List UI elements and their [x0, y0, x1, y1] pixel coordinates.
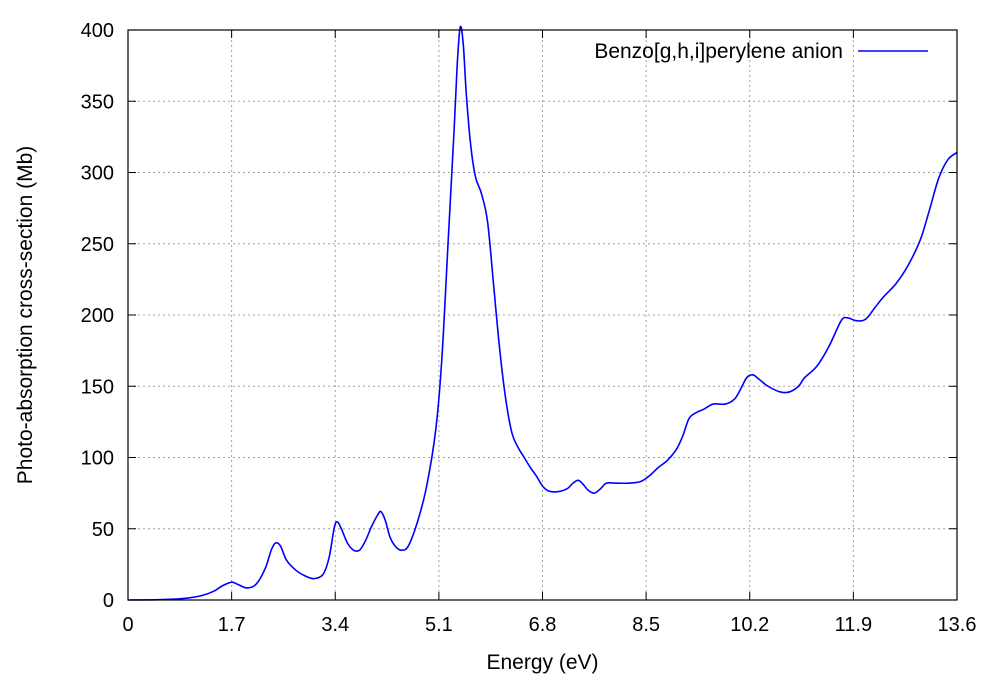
y-tick-label: 200 — [81, 305, 114, 327]
x-tick-label: 3.4 — [321, 614, 349, 636]
x-tick-label: 11.9 — [835, 614, 872, 636]
y-tick-label: 300 — [81, 163, 114, 185]
series-layer — [127, 25, 958, 601]
x-ticks: 0 1.7 3.4 5.1 6.8 8.5 10.2 11.9 13.6 — [122, 30, 976, 636]
legend: Benzo[g,h,i]perylene anion — [594, 40, 928, 63]
y-tick-label: 100 — [81, 448, 114, 470]
y-tick-label: 150 — [81, 376, 114, 398]
legend-label: Benzo[g,h,i]perylene anion — [594, 40, 843, 63]
x-tick-label: 1.7 — [218, 614, 246, 636]
y-tick-label: 350 — [81, 91, 114, 113]
grid-lines — [128, 30, 957, 600]
series-line — [127, 25, 958, 601]
y-tick-label: 0 — [103, 590, 114, 612]
y-axis-label: Photo-absorption cross-section (Mb) — [14, 146, 37, 484]
x-tick-label: 10.2 — [730, 614, 769, 636]
plot-frame — [127, 29, 958, 601]
y-tick-label: 50 — [92, 519, 114, 541]
x-tick-label: 6.8 — [529, 614, 557, 636]
y-tick-label: 400 — [81, 20, 114, 42]
x-tick-label: 0 — [122, 614, 133, 636]
x-tick-label: 13.6 — [938, 614, 977, 636]
y-ticks: 0 50 100 150 200 250 300 350 400 — [81, 20, 957, 612]
y-tick-label: 250 — [81, 234, 114, 256]
x-tick-label: 5.1 — [425, 614, 453, 636]
x-axis-label: Energy (eV) — [486, 651, 598, 674]
x-tick-label: 8.5 — [632, 614, 660, 636]
